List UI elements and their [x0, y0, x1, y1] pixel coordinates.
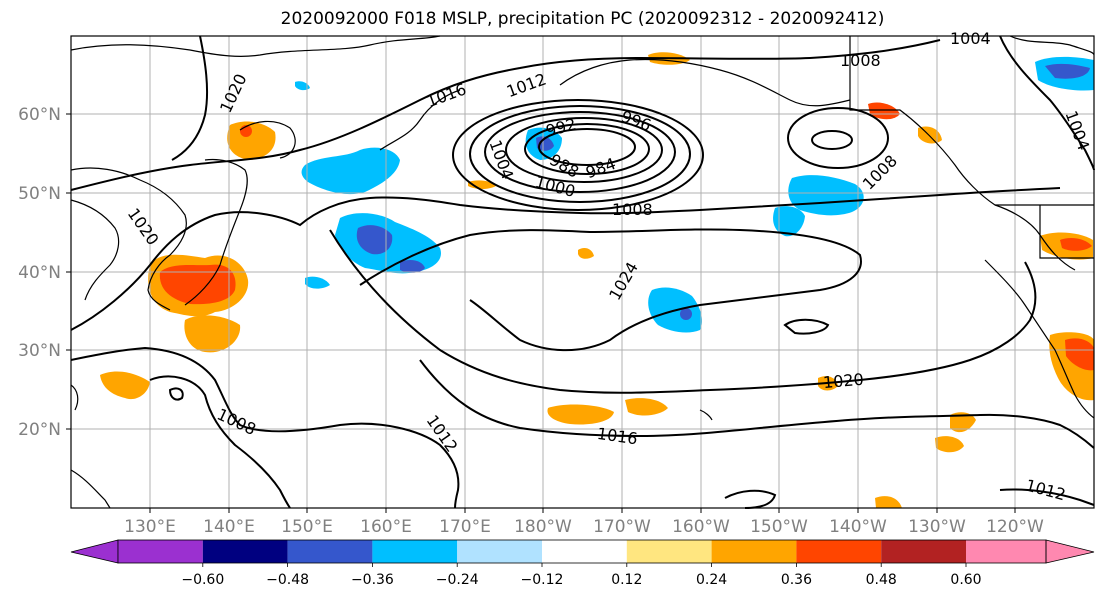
colorbar-segment — [626, 540, 712, 563]
latitude-label: 60°N — [18, 105, 61, 125]
longitude-labels: 130°E 140°E 150°E 160°E 170°E 180°W 170°… — [124, 517, 1044, 537]
longitude-label: 180°W — [514, 517, 572, 537]
colorbar-segment — [796, 540, 882, 563]
colorbar-segment — [711, 540, 797, 563]
colorbar-outline — [117, 539, 1047, 564]
longitude-label: 140°E — [203, 517, 255, 537]
contour-label: 1020 — [822, 370, 864, 392]
colorbar-tick-label: −0.24 — [436, 572, 479, 588]
longitude-label: 120°W — [986, 517, 1044, 537]
figure-title: 2020092000 F018 MSLP, precipitation PC (… — [280, 9, 885, 29]
colorbar-tick-label: −0.60 — [181, 572, 224, 588]
colorbar-tick-label: 0.12 — [611, 572, 642, 588]
longitude-label: 150°E — [281, 517, 333, 537]
longitude-label: 130°E — [124, 517, 176, 537]
colorbar-tick-label: −0.48 — [266, 572, 309, 588]
contour-label: 1004 — [950, 29, 991, 48]
latitude-label: 40°N — [18, 263, 61, 283]
axis-ticks — [66, 113, 1016, 513]
precip-positive-areas — [100, 52, 1094, 508]
latitude-labels: 60°N 50°N 40°N 30°N 20°N — [18, 105, 61, 440]
colorbar-tick-label: −0.12 — [521, 572, 564, 588]
latitude-label: 30°N — [18, 341, 61, 361]
latitude-label: 20°N — [18, 420, 61, 440]
colorbar-tick-label: 0.36 — [781, 572, 812, 588]
longitude-label: 140°W — [829, 517, 887, 537]
colorbar-left-extension — [70, 539, 119, 564]
colorbar-segment — [881, 540, 966, 563]
colorbar-segment — [287, 540, 373, 563]
colorbar-segment — [966, 540, 1046, 563]
contour-label: 1008 — [612, 200, 653, 219]
longitude-label: 170°W — [593, 517, 651, 537]
colorbar-segment — [457, 540, 542, 563]
colorbar-segment — [202, 540, 288, 563]
colorbar-right-extension — [1045, 539, 1095, 564]
longitude-label: 150°W — [750, 517, 808, 537]
longitude-label: 130°W — [908, 517, 966, 537]
colorbar-segment — [372, 540, 458, 563]
colorbar: −0.60 −0.48 −0.36 −0.24 −0.12 0.12 0.24 … — [70, 539, 1095, 588]
colorbar-segment — [542, 540, 627, 563]
isobars — [70, 19, 1095, 509]
contour-label: 1008 — [840, 51, 881, 70]
longitude-label: 160°E — [360, 517, 412, 537]
colorbar-segment — [118, 540, 203, 563]
colorbar-tick-label: 0.60 — [950, 572, 981, 588]
colorbar-tick-label: 0.48 — [866, 572, 897, 588]
longitude-label: 170°E — [439, 517, 491, 537]
latitude-label: 50°N — [18, 184, 61, 204]
colorbar-tick-label: −0.36 — [351, 572, 394, 588]
coastlines — [70, 35, 1095, 509]
longitude-label: 160°W — [672, 517, 730, 537]
colorbar-tick-label: 0.24 — [696, 572, 727, 588]
